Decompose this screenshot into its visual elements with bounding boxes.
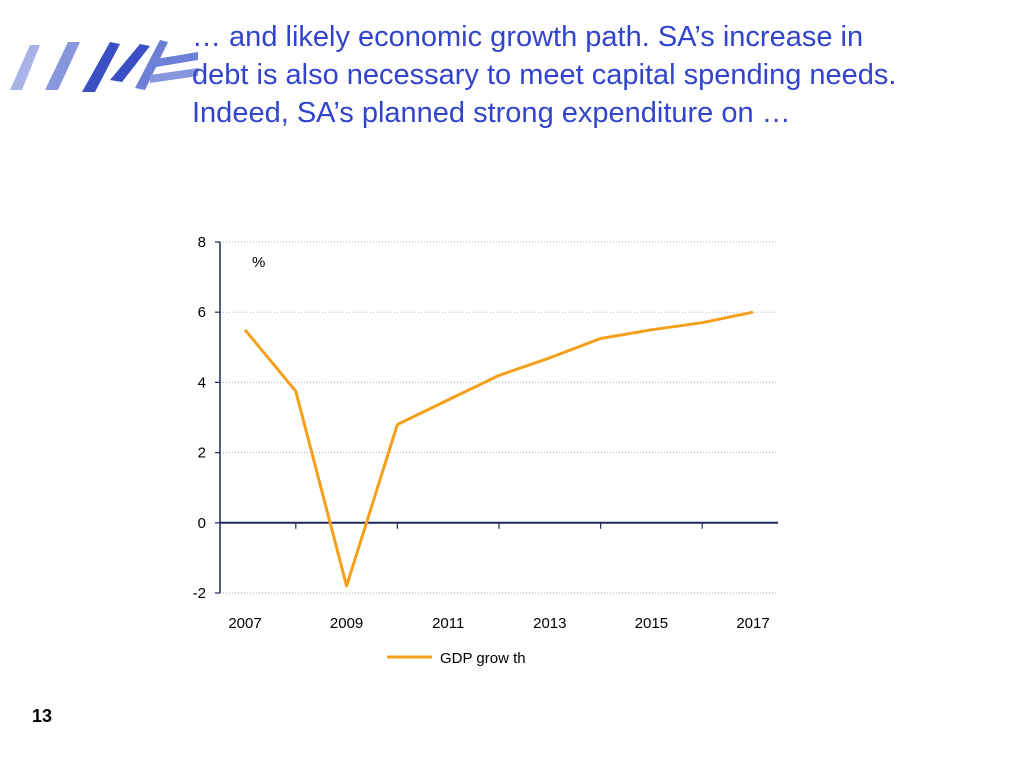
organization-logo xyxy=(10,40,198,92)
y-tick-label: 4 xyxy=(198,374,206,391)
gridlines xyxy=(220,241,778,594)
y-tick-label: 0 xyxy=(198,515,206,532)
slide-headline: … and likely economic growth path. SA’s … xyxy=(192,18,1022,132)
series-line-gdp-growth xyxy=(243,310,754,588)
headline-line-1: … and likely economic growth path. SA’s … xyxy=(192,21,864,53)
y-tick-label: 8 xyxy=(198,234,206,251)
axes: 8 6 4 2 0 -2 2007 2009 2011 2013 2015 2017 xyxy=(193,234,778,632)
legend: GDP grow th xyxy=(387,650,526,667)
x-tick-label: 2007 xyxy=(228,615,261,632)
y-tick-label: 6 xyxy=(198,304,206,321)
logo-stripes-icon xyxy=(10,40,198,92)
page-number: 13 xyxy=(32,706,53,726)
y-unit-label: % xyxy=(252,254,265,271)
y-tick-label: -2 xyxy=(193,585,206,602)
x-tick-label: 2017 xyxy=(736,615,769,632)
legend-label: GDP grow th xyxy=(440,650,526,667)
headline-line-2: debt is also necessary to meet capital s… xyxy=(192,59,897,91)
x-tick-label: 2011 xyxy=(432,615,464,632)
headline-line-3: Indeed, SA’s planned strong expenditure … xyxy=(192,97,791,129)
series-layer xyxy=(243,310,754,588)
y-tick-label: 2 xyxy=(198,445,206,462)
x-tick-label: 2013 xyxy=(533,615,566,632)
x-tick-label: 2015 xyxy=(635,615,668,632)
x-tick-label: 2009 xyxy=(330,615,363,632)
